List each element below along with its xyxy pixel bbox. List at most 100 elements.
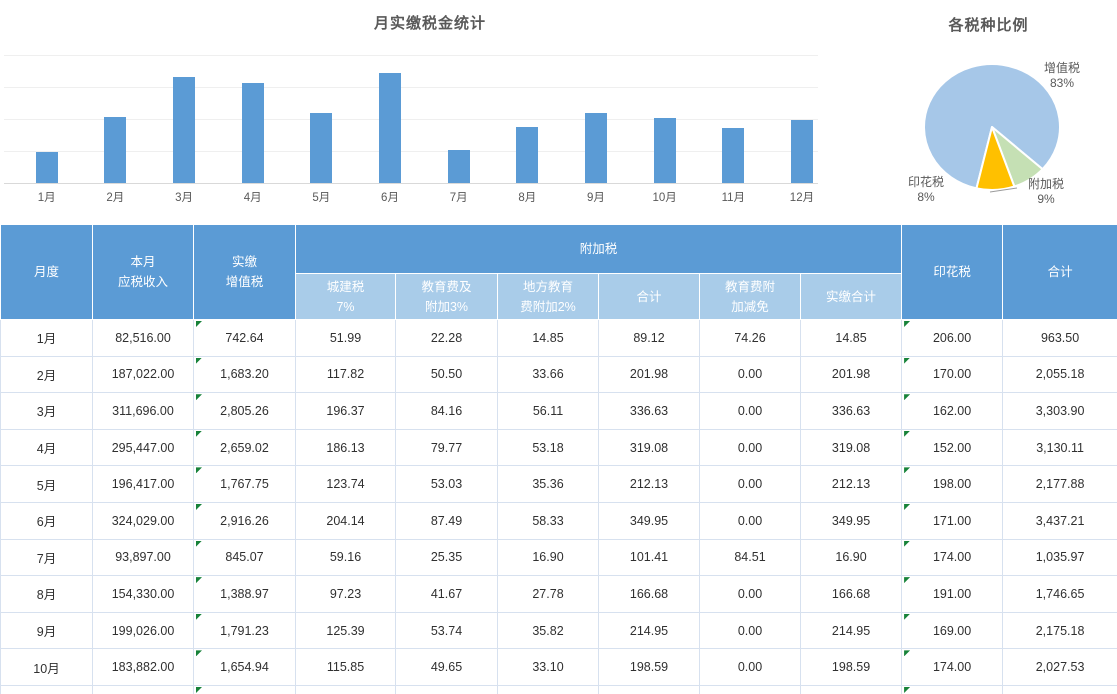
- table-cell[interactable]: 196.37: [295, 392, 396, 430]
- table-cell[interactable]: 198.59: [598, 648, 700, 686]
- table-cell[interactable]: 53.18: [497, 428, 599, 467]
- table-cell[interactable]: 50.50: [395, 355, 498, 394]
- table-cell[interactable]: 2,805.26: [193, 392, 296, 430]
- table-cell[interactable]: 123.74: [295, 465, 396, 503]
- table-cell[interactable]: 1,035.97: [1002, 538, 1117, 577]
- table-cell[interactable]: 53.03: [395, 465, 498, 503]
- table-cell[interactable]: 35.82: [497, 611, 599, 650]
- col-header-taxable-income[interactable]: 本月 应税收入: [92, 224, 194, 320]
- table-cell[interactable]: 201.98: [799, 355, 903, 394]
- table-cell[interactable]: 196,417.00: [92, 465, 194, 503]
- month-cell[interactable]: 10月: [0, 648, 93, 686]
- table-cell[interactable]: 1,767.75: [193, 465, 296, 503]
- table-cell[interactable]: 35.36: [497, 465, 599, 503]
- sub-header-surtax-paid-total[interactable]: 实缴合计: [799, 273, 903, 320]
- table-cell[interactable]: 0.00: [699, 648, 801, 686]
- table-cell[interactable]: 101.41: [598, 538, 700, 577]
- table-cell[interactable]: 79.77: [395, 428, 498, 467]
- table-cell[interactable]: 82,516.00: [92, 319, 194, 357]
- table-cell[interactable]: 214.95: [598, 611, 700, 650]
- table-cell[interactable]: 97.23: [295, 575, 396, 613]
- table-cell[interactable]: 204.14: [295, 501, 396, 540]
- table-cell[interactable]: [901, 684, 1004, 694]
- bar-3月[interactable]: [173, 77, 196, 183]
- table-cell[interactable]: 212.13: [598, 465, 700, 503]
- table-cell[interactable]: 2,175.18: [1002, 611, 1117, 650]
- table-cell[interactable]: 166.68: [598, 575, 700, 613]
- month-cell[interactable]: 3月: [0, 392, 93, 430]
- month-cell[interactable]: 8月: [0, 575, 93, 613]
- table-cell[interactable]: 87.49: [395, 501, 498, 540]
- col-header-vat-paid[interactable]: 实缴 增值税: [193, 224, 296, 320]
- table-cell[interactable]: 41.67: [395, 575, 498, 613]
- table-cell[interactable]: 93,897.00: [92, 538, 194, 577]
- table-cell[interactable]: 56.11: [497, 392, 599, 430]
- table-cell[interactable]: 27.78: [497, 575, 599, 613]
- table-cell[interactable]: 51.99: [295, 319, 396, 357]
- table-cell[interactable]: 963.50: [1002, 319, 1117, 357]
- table-cell[interactable]: 742.64: [193, 319, 296, 357]
- table-cell[interactable]: 89.12: [598, 319, 700, 357]
- sub-header-education-surcharge[interactable]: 教育费及 附加3%: [395, 273, 498, 320]
- group-header-surtax[interactable]: 附加税: [294, 224, 903, 274]
- table-cell[interactable]: 845.07: [193, 538, 296, 577]
- table-cell[interactable]: 170.00: [901, 355, 1004, 394]
- table-cell[interactable]: 214.95: [799, 611, 903, 650]
- table-cell[interactable]: [497, 684, 599, 694]
- table-cell[interactable]: 3,437.21: [1002, 501, 1117, 540]
- table-cell[interactable]: 152.00: [901, 428, 1004, 467]
- table-cell[interactable]: 0.00: [699, 465, 801, 503]
- table-cell[interactable]: 25.35: [395, 538, 498, 577]
- sub-header-education-surcharge-relief[interactable]: 教育费附 加减免: [699, 273, 801, 320]
- table-cell[interactable]: 186.13: [295, 428, 396, 467]
- bar-8月[interactable]: [516, 127, 539, 183]
- table-cell[interactable]: 212.13: [799, 465, 903, 503]
- col-header-total[interactable]: 合计: [1002, 224, 1117, 320]
- table-cell[interactable]: [193, 684, 296, 694]
- table-cell[interactable]: 191.00: [901, 575, 1004, 613]
- monthly-tax-bar-chart[interactable]: 月实缴税金统计 1月 2月 3月 4月 5月 6月 7月 8月 9月 10月 11月 12月: [0, 0, 840, 222]
- table-cell[interactable]: 59.16: [295, 538, 396, 577]
- table-cell[interactable]: 1,791.23: [193, 611, 296, 650]
- table-cell[interactable]: [598, 684, 700, 694]
- table-cell[interactable]: 0.00: [699, 392, 801, 430]
- bar-7月[interactable]: [447, 150, 470, 183]
- table-cell[interactable]: 319.08: [598, 428, 700, 467]
- table-cell[interactable]: 2,055.18: [1002, 355, 1117, 394]
- table-cell[interactable]: 2,027.53: [1002, 648, 1117, 686]
- table-cell[interactable]: 183,882.00: [92, 648, 194, 686]
- table-cell[interactable]: 2,916.26: [193, 501, 296, 540]
- sub-header-urban-construction-tax[interactable]: 城建税 7%: [295, 273, 396, 320]
- table-cell[interactable]: 14.85: [799, 319, 903, 357]
- month-cell[interactable]: 5月: [0, 465, 93, 503]
- table-cell[interactable]: 206.00: [901, 319, 1004, 357]
- bar-2月[interactable]: [104, 117, 127, 183]
- table-cell[interactable]: 74.26: [699, 319, 801, 357]
- table-cell[interactable]: 162.00: [901, 392, 1004, 430]
- table-cell[interactable]: 0.00: [699, 501, 801, 540]
- table-cell[interactable]: 1,683.20: [193, 355, 296, 394]
- table-cell[interactable]: [395, 684, 498, 694]
- table-cell[interactable]: 349.95: [799, 501, 903, 540]
- table-cell[interactable]: 33.66: [497, 355, 599, 394]
- table-cell[interactable]: [295, 684, 396, 694]
- table-cell[interactable]: 22.28: [395, 319, 498, 357]
- table-cell[interactable]: [1002, 684, 1117, 694]
- bar-11月[interactable]: [722, 128, 745, 183]
- table-cell[interactable]: 311,696.00: [92, 392, 194, 430]
- table-cell[interactable]: [0, 684, 93, 694]
- table-cell[interactable]: 58.33: [497, 501, 599, 540]
- bar-6月[interactable]: [379, 73, 401, 183]
- table-cell[interactable]: 0.00: [699, 611, 801, 650]
- tax-type-pie-chart[interactable]: 各税种比例 增值税 83% 印花税 8% 附加税 9%: [860, 0, 1117, 222]
- table-cell[interactable]: 2,177.88: [1002, 465, 1117, 503]
- table-cell[interactable]: 174.00: [901, 538, 1004, 577]
- month-cell[interactable]: 9月: [0, 611, 93, 650]
- table-cell[interactable]: 0.00: [699, 428, 801, 467]
- table-cell[interactable]: [92, 684, 194, 694]
- table-cell[interactable]: 171.00: [901, 501, 1004, 540]
- table-cell[interactable]: 198.00: [901, 465, 1004, 503]
- bar-1月[interactable]: [35, 152, 58, 183]
- table-cell[interactable]: 336.63: [799, 392, 903, 430]
- table-cell[interactable]: 1,388.97: [193, 575, 296, 613]
